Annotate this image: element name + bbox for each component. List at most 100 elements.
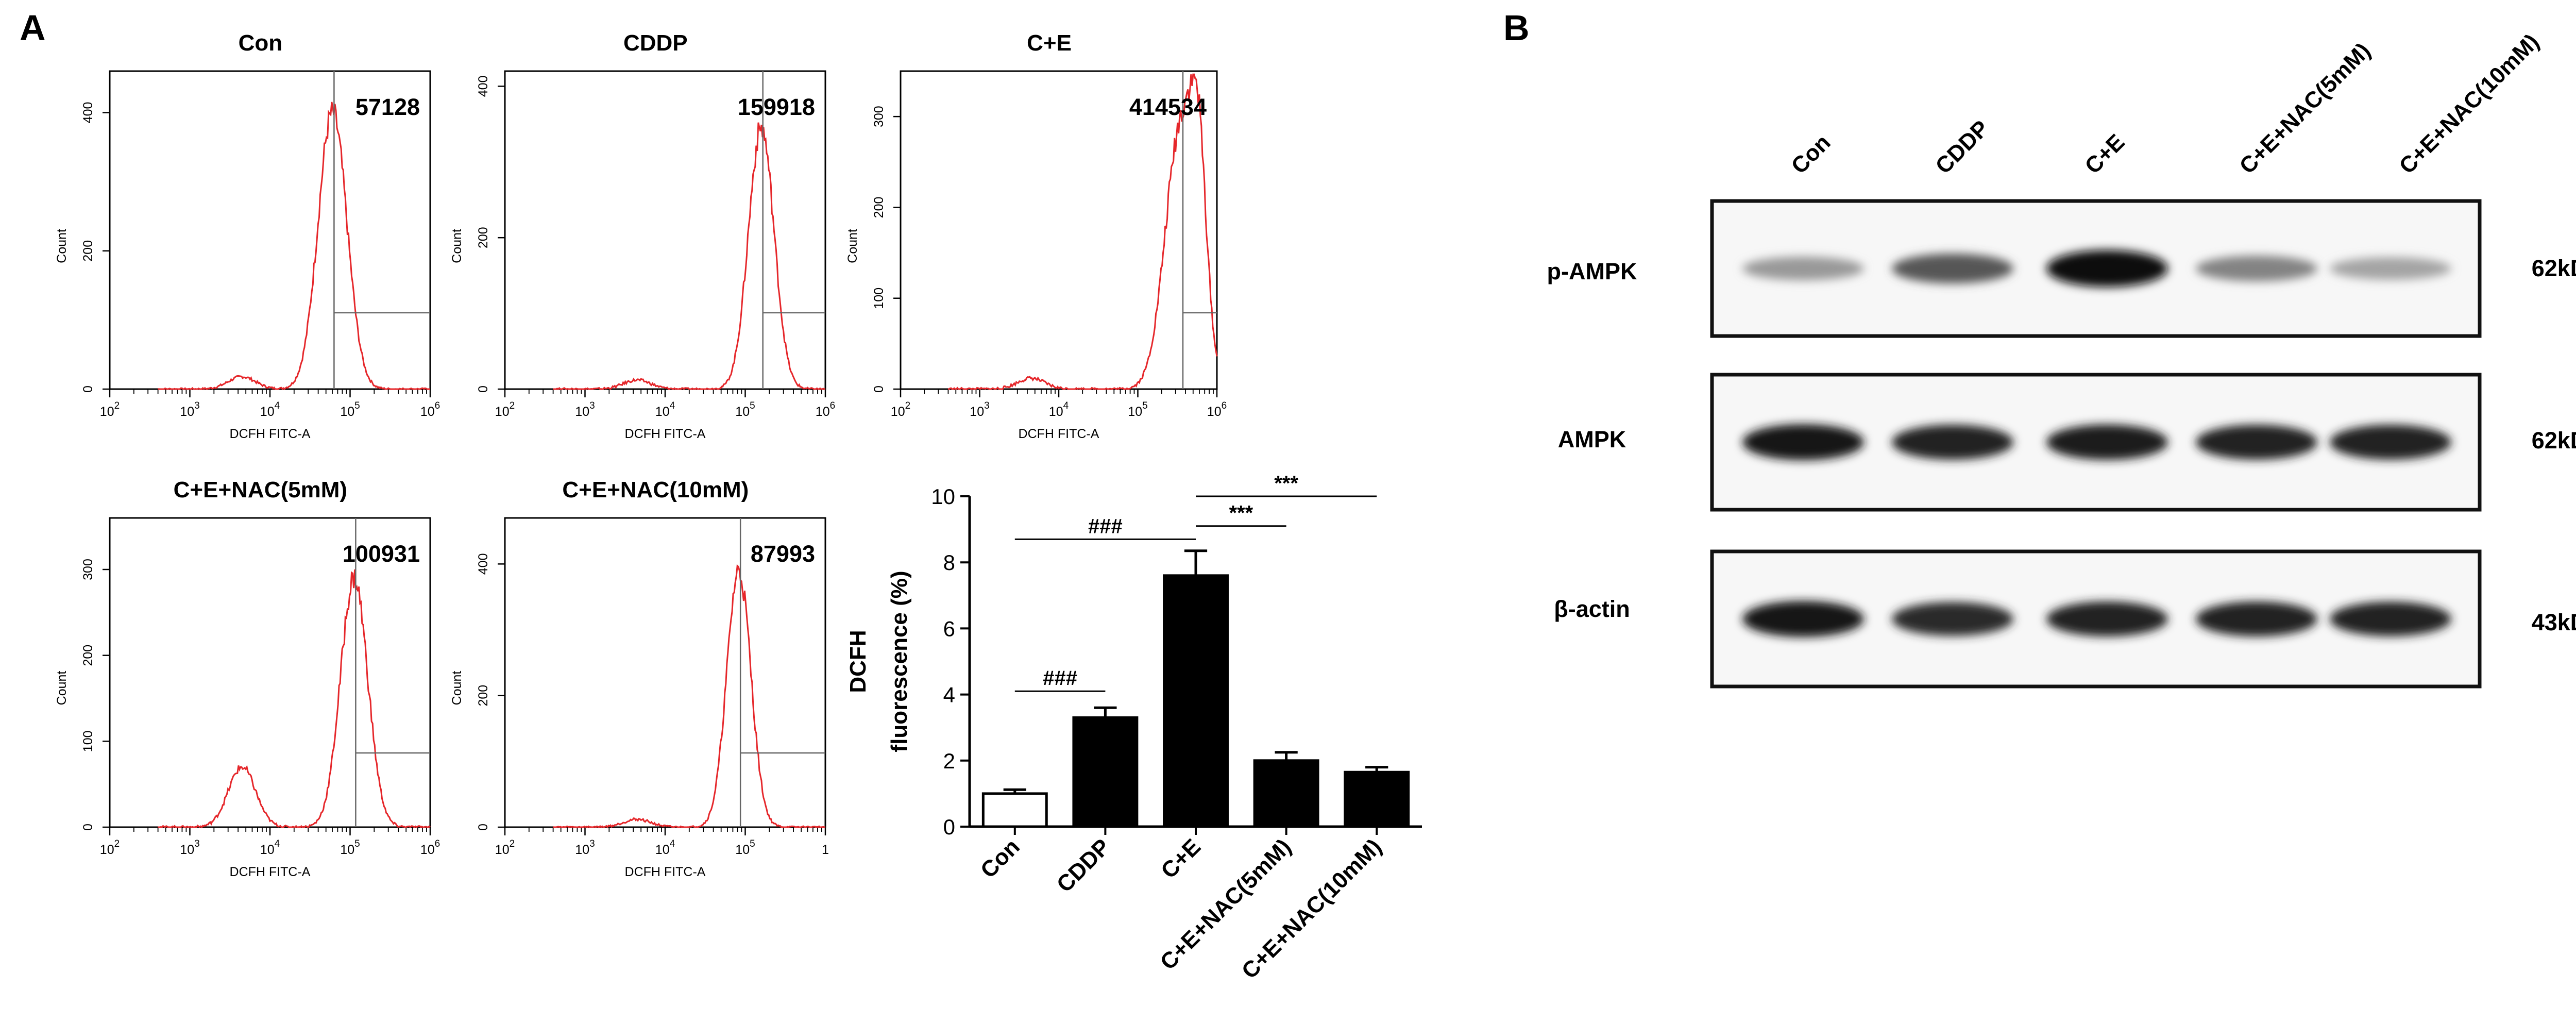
wb-band [1742,257,1864,280]
wb-band [2046,601,2168,636]
y-tick-label: 200 [476,227,490,248]
x-axis-label: DCFH FITC-A [625,427,706,441]
panel-a-label: A [20,8,46,48]
significance-label: ### [1043,667,1077,690]
wb-band [1892,254,2013,283]
flow-panel-title: C+E+NAC(10mM) [562,477,749,502]
bar-1 [1072,716,1139,828]
y-axis-label: Count [55,229,69,263]
x-tick-label: 103 [180,400,199,419]
flow-panel-1: CDDP 0 200 400 Count 102 103 104 105 106 DCFH FITC… [450,30,835,441]
bar-y-tick-label: 8 [943,550,955,575]
y-tick-label: 200 [81,645,95,666]
y-tick-label: 200 [81,240,95,262]
gate-value: 159918 [738,94,815,120]
y-tick-label: 200 [872,197,886,219]
x-tick-label: 103 [180,838,199,857]
panel-b-label: B [1503,8,1530,48]
bar-y-tick-label: 4 [943,683,955,707]
wb-lane-label: C+E [2080,129,2129,179]
flow-panel-title: Con [239,30,283,56]
bar-category-label: C+E [1156,834,1206,883]
y-tick-label: 400 [476,76,490,97]
x-tick-label: 1 [822,843,829,857]
bar-0 [981,792,1048,828]
wb-band [2196,425,2317,460]
x-tick-label: 102 [495,400,515,419]
x-tick-label: 105 [340,838,360,857]
wb-kda-label: 62kDa [2532,427,2576,454]
wb-band [2046,424,2168,460]
significance-label: *** [1229,502,1253,525]
wb-row-label: p-AMPK [1547,258,1637,284]
bar-y-tick-label: 10 [931,484,955,509]
x-tick-label: 106 [816,400,835,419]
y-tick-label: 0 [872,385,886,393]
significance-label: ### [1088,515,1123,538]
bar-y-tick-label: 2 [943,749,955,773]
histogram-curve [948,73,1218,391]
wb-lane-label: C+E+NAC(5mM) [2234,38,2375,179]
x-tick-label: 106 [1207,400,1227,419]
bar-category-label: CDDP [1052,834,1115,897]
wb-lane-label: CDDP [1930,115,1994,179]
gate-value: 87993 [751,541,815,567]
x-axis-label: DCFH FITC-A [625,865,706,879]
y-tick-label: 400 [476,554,490,575]
flow-panel-3: C+E+NAC(5mM) 0 100 200 300 Count 102 103 104 105 1… [55,477,440,879]
x-tick-label: 105 [735,838,755,857]
histogram-curve [553,564,825,829]
x-tick-label: 105 [1128,400,1147,419]
y-axis-label: Count [450,671,464,706]
x-tick-label: 105 [735,400,755,419]
x-axis-label: DCFH FITC-A [230,427,311,441]
x-tick-label: 104 [260,838,280,857]
gate-value: 57128 [355,94,420,120]
x-tick-label: 103 [575,838,595,857]
x-tick-label: 103 [970,400,989,419]
wb-lane-label: C+E+NAC(10mM) [2394,29,2544,179]
histogram-curve [158,102,430,391]
bar-2 [1163,574,1229,828]
gate-value: 414534 [1129,94,1207,120]
y-tick-label: 0 [476,824,490,831]
wb-band [2330,257,2451,280]
significance-label: *** [1274,472,1298,495]
y-tick-label: 0 [81,824,95,831]
y-tick-label: 200 [476,685,490,707]
bar-4 [1344,770,1410,828]
y-tick-label: 400 [81,102,95,124]
x-tick-label: 104 [655,400,675,419]
x-tick-label: 106 [420,838,440,857]
x-tick-label: 102 [100,838,120,857]
wb-kda-label: 62kDa [2532,255,2576,281]
wb-lane-label: Con [1786,130,1835,179]
bar-y-tick-label: 0 [943,815,955,839]
x-tick-label: 104 [655,838,675,857]
y-tick-label: 100 [81,730,95,752]
y-axis-label: Count [845,229,860,263]
y-axis-label: Count [55,671,69,706]
wb-band [1892,425,2013,460]
flow-panel-2: C+E 0 100 200 300 Count 102 103 104 105 106 DCFH FI… [845,30,1227,441]
wb-band [1892,602,2013,636]
wb-kda-label: 43kDa [2532,609,2576,635]
y-axis-label: Count [450,229,464,263]
bar-y-tick-label: 6 [943,616,955,641]
x-tick-label: 102 [100,400,120,419]
y-tick-label: 300 [872,106,886,127]
flow-panel-4: C+E+NAC(10mM) 0 200 400 Count 102 103 104 105 1 DC… [450,477,829,879]
y-tick-label: 300 [81,559,95,580]
flow-panel-title: CDDP [623,30,688,56]
bar-category-label: Con [976,834,1025,883]
histogram-curve [158,569,431,829]
wb-band [2196,256,2317,281]
wb-band [2330,425,2451,460]
y-tick-label: 0 [476,385,490,393]
wb-band [1742,601,1864,637]
wb-band [2196,601,2317,636]
flow-panel-title: C+E [1027,30,1072,56]
